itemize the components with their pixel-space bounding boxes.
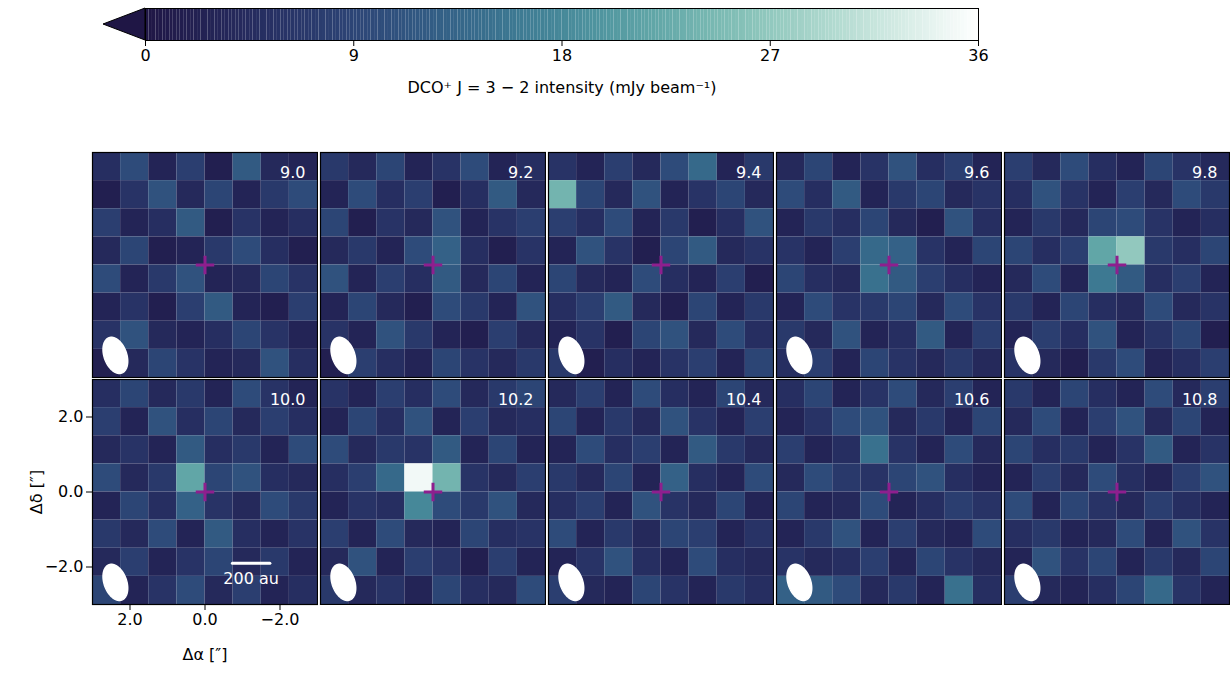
svg-text:10.6: 10.6 — [954, 390, 990, 409]
svg-text:27: 27 — [760, 46, 780, 65]
svg-text:18: 18 — [552, 46, 572, 65]
svg-text:10.0: 10.0 — [270, 390, 306, 409]
svg-text:Δα [″]: Δα [″] — [182, 645, 227, 664]
svg-text:DCO⁺ J = 3 − 2 intensity (mJy: DCO⁺ J = 3 − 2 intensity (mJy beam⁻¹) — [408, 78, 717, 97]
svg-text:−2.0: −2.0 — [261, 610, 300, 629]
svg-text:10.4: 10.4 — [726, 390, 762, 409]
svg-text:9.8: 9.8 — [1192, 163, 1217, 182]
svg-text:2.0: 2.0 — [58, 407, 83, 426]
svg-text:200 au: 200 au — [223, 569, 279, 588]
svg-text:Δδ [″]: Δδ [″] — [27, 470, 46, 514]
svg-text:9.0: 9.0 — [280, 163, 305, 182]
svg-text:9.2: 9.2 — [508, 163, 533, 182]
svg-text:9: 9 — [349, 46, 359, 65]
svg-text:0.0: 0.0 — [58, 482, 83, 501]
svg-text:10.8: 10.8 — [1182, 390, 1218, 409]
svg-text:2.0: 2.0 — [117, 610, 142, 629]
svg-text:0: 0 — [140, 46, 150, 65]
svg-text:9.6: 9.6 — [964, 163, 989, 182]
svg-text:9.4: 9.4 — [736, 163, 761, 182]
svg-text:0.0: 0.0 — [192, 610, 217, 629]
svg-text:10.2: 10.2 — [498, 390, 534, 409]
svg-text:36: 36 — [968, 46, 988, 65]
svg-text:−2.0: −2.0 — [45, 557, 84, 576]
